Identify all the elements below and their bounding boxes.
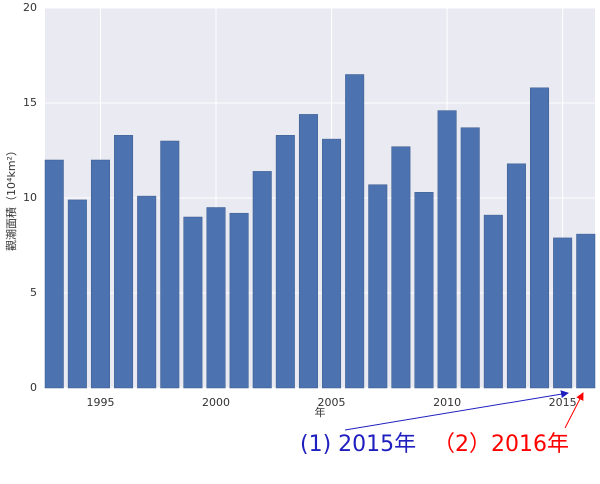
bar [437,110,457,389]
bar [368,184,388,389]
bar [44,159,64,389]
x-axis-label: 年 [315,405,326,419]
x-tick-label: 1995 [86,396,114,409]
y-tick-label: 20 [23,1,37,14]
bar [460,127,480,389]
bar [252,171,272,389]
bar [298,114,318,389]
y-tick-label: 5 [30,286,37,299]
bar [183,216,203,389]
annotation: (1) 2015年 [300,432,416,457]
annotation: （2）2016年 [433,432,569,457]
bar [90,159,110,389]
bar [553,237,573,389]
bar [391,146,411,389]
bar [506,163,526,389]
x-tick-label: 2015 [549,396,577,409]
arrow [564,392,584,429]
bar [345,74,365,389]
bar [275,135,295,389]
bar [322,138,342,389]
bar [160,140,180,389]
x-tick-label: 2010 [433,396,461,409]
y-tick-label: 15 [23,96,37,109]
x-tick-label: 2005 [318,396,346,409]
bar [576,233,596,389]
y-axis-label: 觀潮面積（10⁴km²） [4,145,18,251]
y-tick-label: 10 [23,191,37,204]
bar [137,195,157,389]
bar [206,207,226,389]
bar [414,192,434,389]
bar [229,212,249,389]
bar [67,199,87,389]
arrow [344,390,569,431]
x-tick-label: 2000 [202,396,230,409]
bar [114,135,134,389]
bar [530,87,550,389]
y-tick-label: 0 [30,381,37,394]
bar [483,214,503,389]
